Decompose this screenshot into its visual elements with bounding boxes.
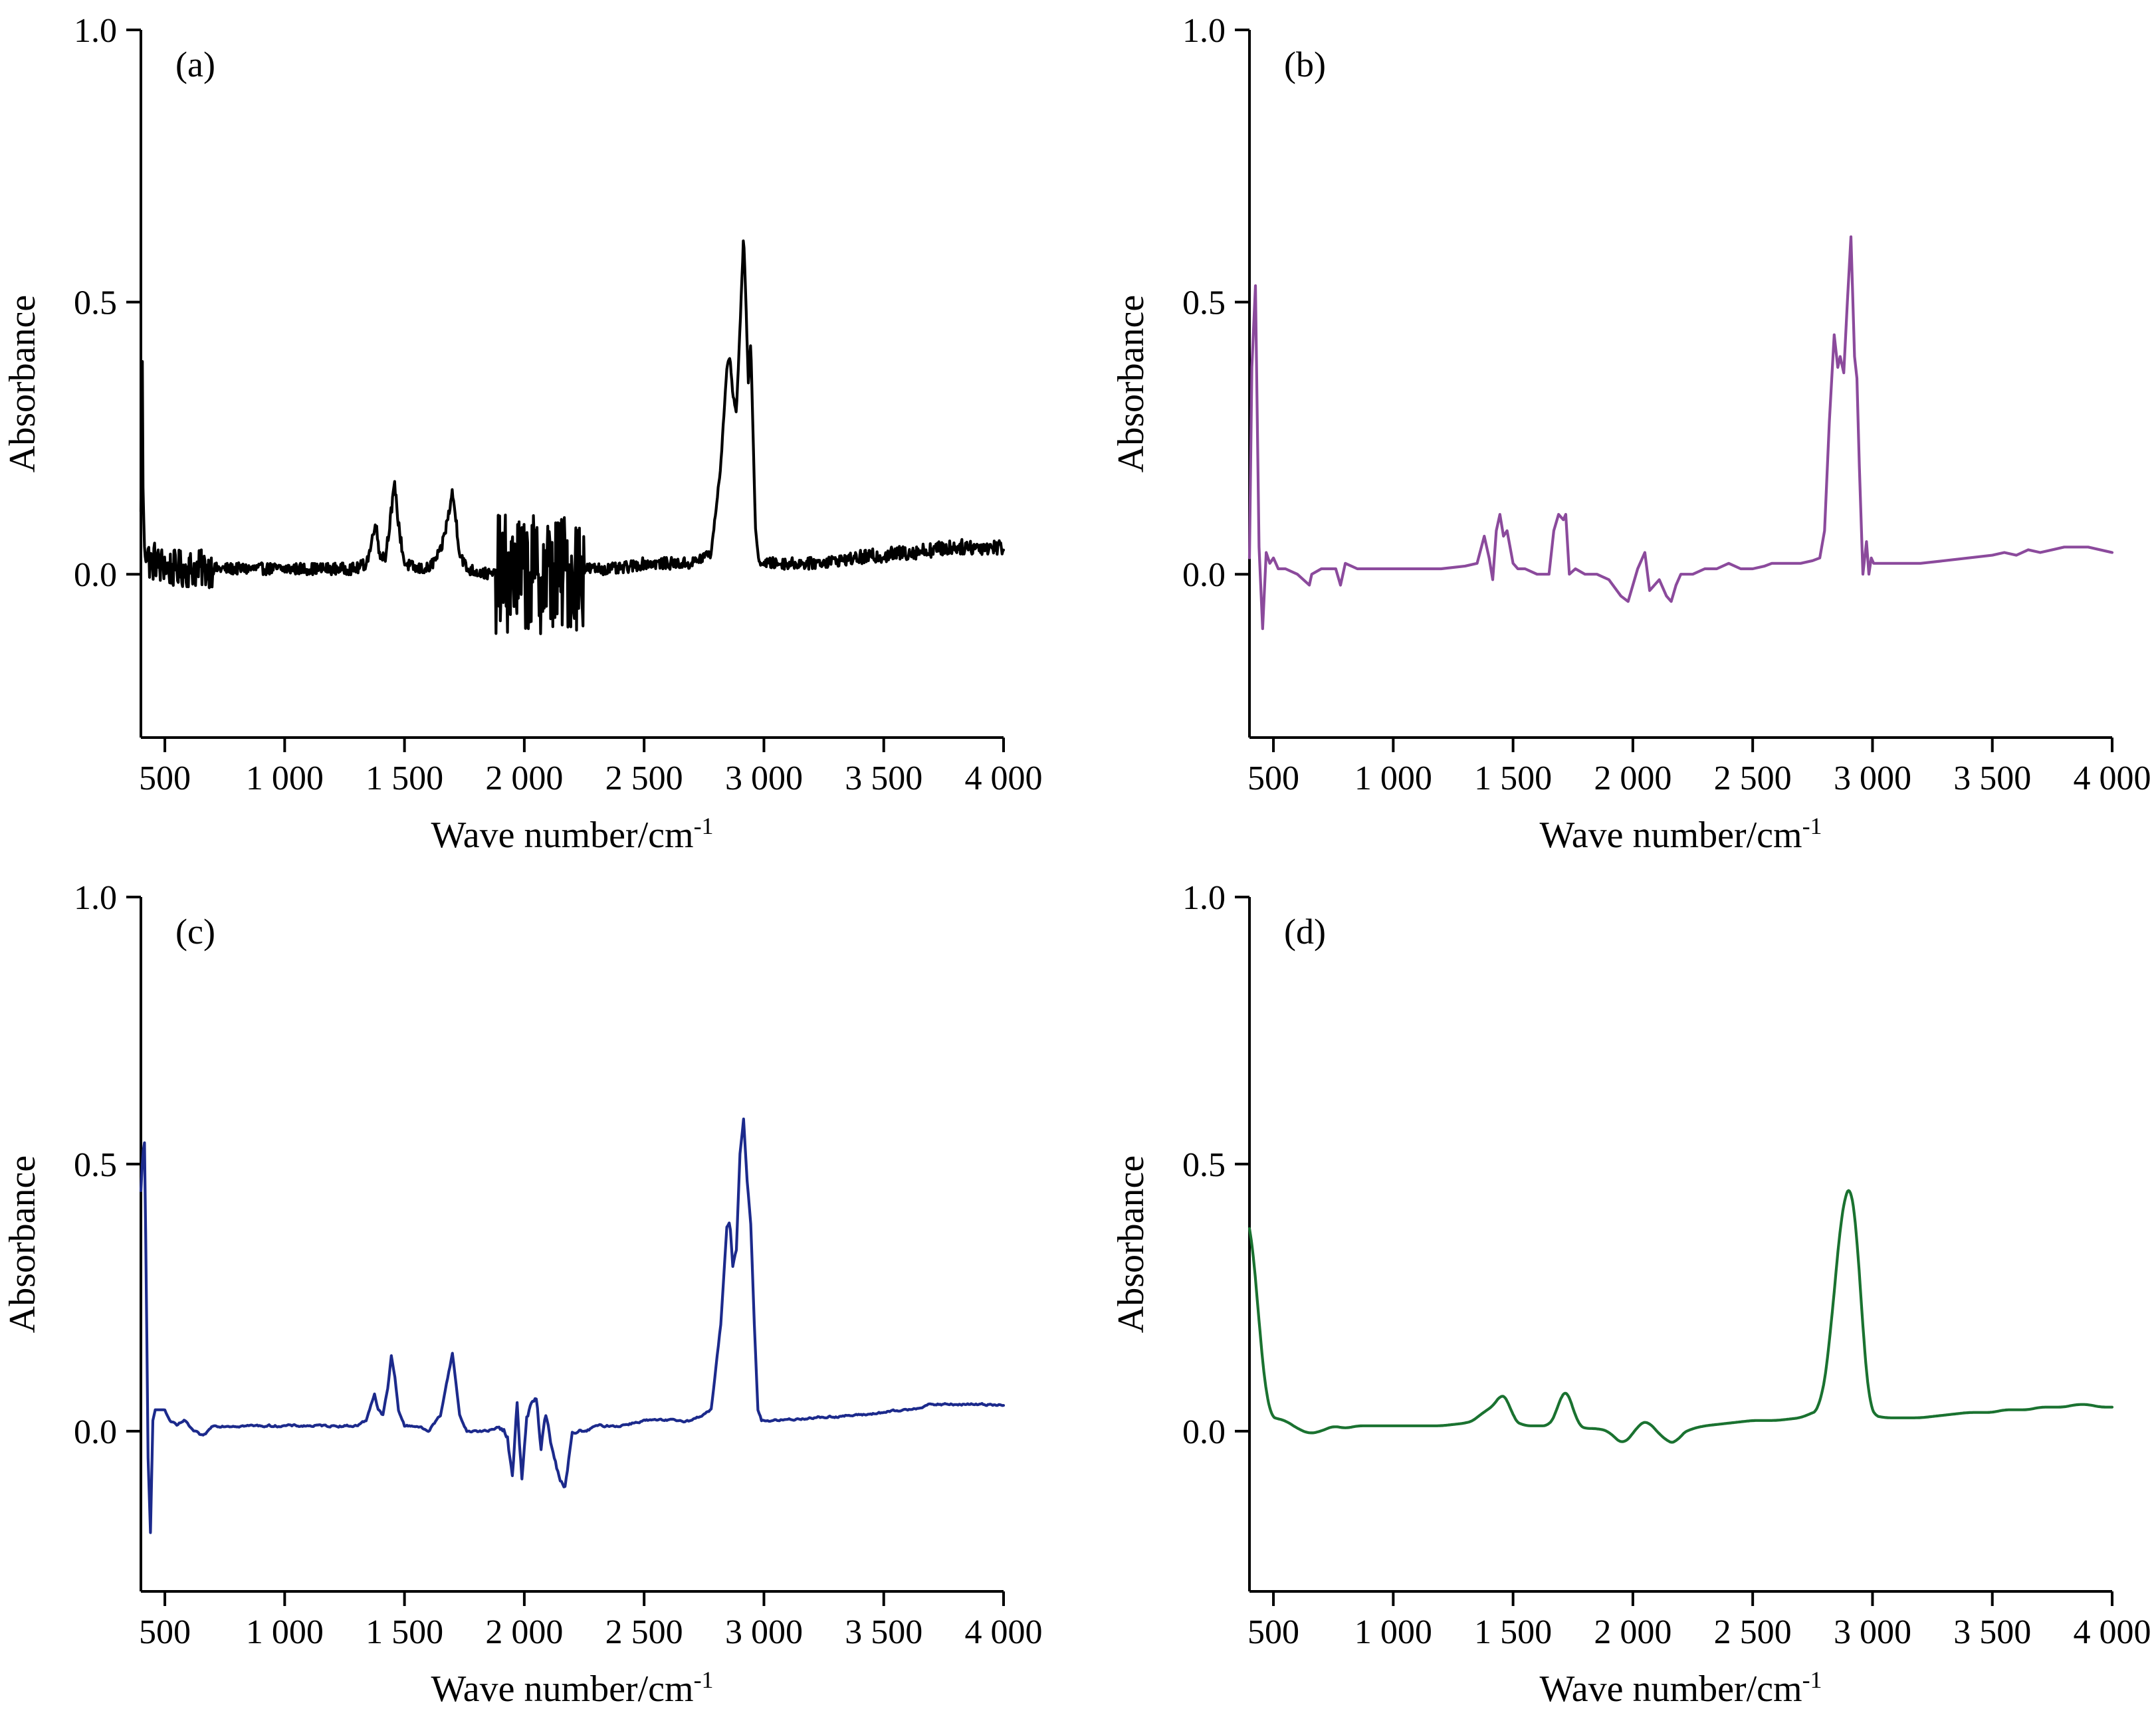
spectrum-line [139,239,1006,635]
x-tick-label: 2 500 [605,759,683,797]
panel-label: (c) [175,912,215,952]
x-tick-label: 4 000 [2074,759,2151,797]
y-axis-title: Absorbance [2,295,43,472]
y-axis-title: Absorbance [1111,295,1152,472]
x-tick-label: 1 500 [1474,759,1552,797]
x-tick-label: 3 500 [1953,1613,2031,1651]
x-tick-label: 1 000 [246,759,324,797]
y-tick-label: 0.0 [74,556,117,594]
x-tick-label: 3 000 [1834,1613,1911,1651]
panel-label: (a) [175,45,215,84]
x-tick-label: 4 000 [965,1613,1043,1651]
x-tick-label: 1 500 [1474,1613,1552,1651]
x-tick-label: 1 000 [1354,759,1432,797]
y-tick-label: 0.0 [1182,1413,1226,1451]
x-tick-label: 2 500 [1714,1613,1792,1651]
x-axis-title: Wave number/cm-1 [431,1666,713,1710]
x-tick-label: 3 000 [725,759,803,797]
x-tick-label: 4 000 [965,759,1043,797]
panel-label: (b) [1284,45,1326,84]
x-tick-label: 2 500 [1714,759,1792,797]
x-tick-label: 3 500 [1953,759,2031,797]
x-tick-label: 500 [139,1613,191,1651]
x-tick-label: 2 000 [1594,759,1671,797]
y-tick-label: 1.0 [1182,879,1226,917]
spectrum-line [1247,235,2114,631]
panel-label: (d) [1284,912,1326,952]
x-tick-label: 3 500 [845,1613,922,1651]
y-tick-label: 1.0 [1182,12,1226,50]
x-tick-label: 1 500 [366,1613,443,1651]
y-tick-label: 0.5 [1182,284,1226,322]
y-tick-label: 0.0 [74,1413,117,1451]
x-tick-label: 4 000 [2074,1613,2151,1651]
y-tick-label: 1.0 [74,879,117,917]
panel-a: 500 1 000 1 500 2 000 2 500 3 000 3 500 4 000 0.… [2,12,1043,856]
y-tick-label: 0.0 [1182,556,1226,594]
x-tick-label: 1 000 [246,1613,324,1651]
spectrum-line [139,1117,1006,1534]
x-tick-label: 500 [1247,1613,1299,1651]
y-tick-label: 0.5 [1182,1146,1226,1184]
x-tick-label: 500 [1247,759,1299,797]
x-tick-label: 3 500 [845,759,922,797]
x-tick-label: 3 000 [725,1613,803,1651]
panel-d: 500 1 000 1 500 2 000 2 500 3 000 3 500 4 000 0.… [1111,879,2151,1710]
y-tick-label: 0.5 [74,1146,117,1184]
spectrum-line [1247,1189,2114,1444]
y-axis-title: Absorbance [1111,1156,1152,1333]
x-axis-title: Wave number/cm-1 [1539,1666,1822,1710]
x-tick-label: 1 000 [1354,1613,1432,1651]
x-tick-label: 1 500 [366,759,443,797]
x-axis-title: Wave number/cm-1 [431,813,713,856]
y-tick-label: 1.0 [74,12,117,50]
panel-b: 500 1 000 1 500 2 000 2 500 3 000 3 500 4 000 0.… [1111,12,2151,856]
x-tick-label: 2 000 [485,759,563,797]
x-tick-label: 500 [139,759,191,797]
panel-c: 500 1 000 1 500 2 000 2 500 3 000 3 500 4 000 0.… [2,879,1043,1710]
x-axis-title: Wave number/cm-1 [1539,813,1822,856]
y-tick-label: 0.5 [74,284,117,322]
x-tick-label: 2 000 [1594,1613,1671,1651]
x-tick-label: 2 500 [605,1613,683,1651]
y-axis-title: Absorbance [2,1156,43,1333]
x-tick-label: 3 000 [1834,759,1911,797]
x-tick-label: 2 000 [485,1613,563,1651]
